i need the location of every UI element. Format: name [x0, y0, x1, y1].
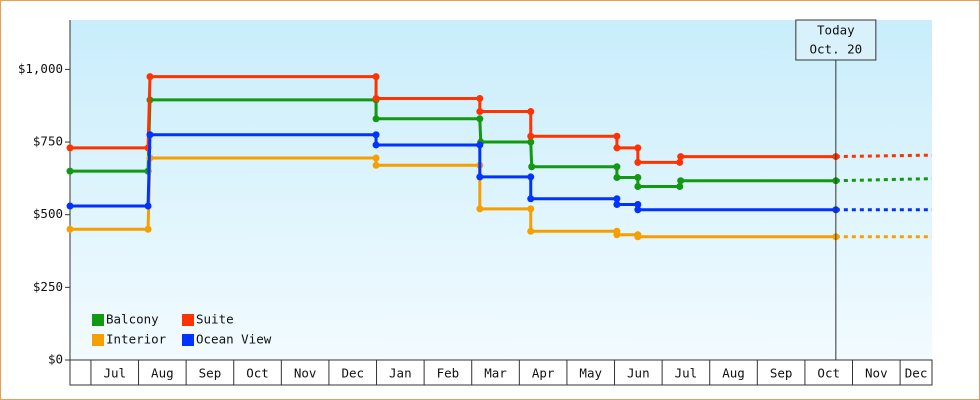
point: [634, 183, 642, 191]
x-tick-label: Sep: [199, 366, 222, 381]
point: [613, 201, 621, 209]
point: [476, 141, 484, 149]
point: [146, 131, 154, 139]
x-tick-label: Sep: [770, 366, 793, 381]
point: [372, 154, 380, 162]
series-line: [70, 98, 836, 189]
legend-label: Suite: [196, 312, 234, 327]
point: [372, 94, 380, 102]
point: [66, 144, 74, 152]
point: [634, 206, 642, 214]
y-tick-label: $0: [48, 352, 63, 367]
point: [476, 205, 484, 213]
series-line: [70, 75, 836, 164]
point: [527, 132, 535, 140]
point: [372, 115, 380, 123]
point: [634, 158, 642, 166]
y-tick-label: $1,000: [18, 61, 63, 76]
legend-swatch: [182, 334, 194, 346]
point: [372, 161, 380, 169]
x-axis-band: [69, 359, 933, 386]
plot-area: [70, 20, 932, 360]
today-label: Today: [817, 23, 855, 38]
x-tick-label: Mar: [484, 366, 507, 381]
x-tick-label: Dec: [905, 366, 928, 381]
point: [634, 201, 642, 209]
x-tick-label: Nov: [865, 366, 888, 381]
point: [613, 174, 621, 182]
x-tick-label: Jul: [103, 366, 126, 381]
today-label: Oct. 20: [810, 42, 863, 57]
point: [144, 225, 152, 233]
point: [372, 131, 380, 139]
point: [476, 108, 484, 116]
point: [527, 195, 535, 203]
point: [372, 73, 380, 81]
point: [676, 158, 684, 166]
point: [528, 163, 536, 171]
point: [527, 138, 535, 146]
point: [613, 132, 621, 140]
point: [613, 144, 621, 152]
point: [527, 227, 535, 235]
x-tick-label: Aug: [151, 366, 174, 381]
point: [527, 205, 535, 213]
today-box: [795, 19, 877, 61]
legend-label: Balcony: [106, 312, 159, 327]
point: [476, 94, 484, 102]
point: [613, 163, 621, 171]
legend-swatch: [92, 334, 104, 346]
x-tick-label: Apr: [532, 366, 555, 381]
point: [144, 202, 152, 210]
point: [634, 144, 642, 152]
point: [476, 115, 484, 123]
x-tick-label: May: [579, 366, 602, 381]
point: [527, 108, 535, 116]
point: [372, 141, 380, 149]
point: [66, 202, 74, 210]
forecast-line: [835, 153, 933, 159]
point: [476, 173, 484, 181]
point: [634, 174, 642, 182]
y-tick-label: $750: [33, 134, 63, 149]
x-tick-label: Feb: [437, 366, 460, 381]
x-tick-label: Dec: [341, 366, 364, 381]
point: [676, 183, 684, 191]
x-tick-label: Jan: [389, 366, 412, 381]
x-tick-label: Oct: [817, 366, 840, 381]
x-tick-label: Aug: [722, 366, 745, 381]
legend-label: Ocean View: [196, 332, 272, 347]
x-tick-label: Oct: [246, 366, 269, 381]
y-tick-label: $250: [33, 279, 63, 294]
point: [613, 231, 621, 239]
point: [613, 195, 621, 203]
legend-swatch: [182, 314, 194, 326]
point: [66, 225, 74, 233]
legend-swatch: [92, 314, 104, 326]
point: [634, 233, 642, 241]
legend-label: Interior: [106, 332, 167, 347]
x-tick-label: Jun: [627, 366, 650, 381]
x-tick-label: Nov: [294, 366, 317, 381]
point: [66, 167, 74, 175]
point: [677, 177, 685, 185]
point: [527, 173, 535, 181]
forecast-line: [835, 177, 933, 183]
point: [677, 153, 685, 161]
point: [146, 73, 154, 81]
y-tick-label: $500: [33, 206, 63, 221]
x-tick-label: Jul: [675, 366, 698, 381]
